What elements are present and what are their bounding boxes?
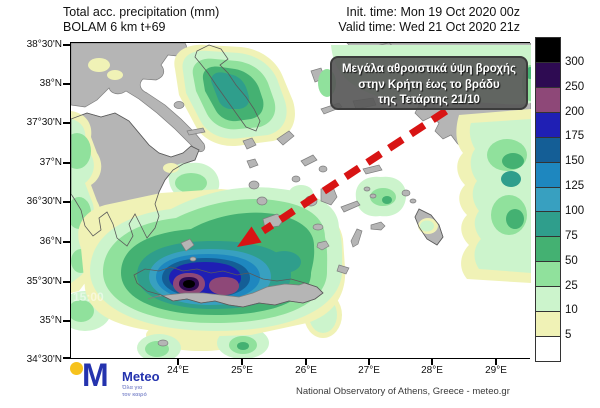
meteo-logo-m: M: [82, 357, 109, 393]
valid-time-label: Valid time: Wed 21 Oct 2020 21z: [338, 19, 520, 34]
meteo-tagline-line-2: τον καιρό: [122, 391, 147, 398]
annotation-line-3: της Τετάρτης 21/10: [378, 94, 480, 106]
header-right: Init. time: Mon 19 Oct 2020 00z Valid ti…: [300, 5, 520, 34]
colorbar-label: 300: [565, 56, 585, 68]
colorbar-cell: [536, 236, 560, 262]
lat-tick: [63, 357, 70, 359]
coastline-overlays: [71, 44, 324, 308]
lon-tick: [241, 359, 243, 365]
lat-tick: [63, 44, 70, 46]
header-left: Total acc. precipitation (mm) BOLAM 6 km…: [63, 5, 219, 34]
map-title: Total acc. precipitation (mm): [63, 5, 220, 19]
colorbar-cell: [536, 86, 560, 112]
lat-label: 36°N: [39, 236, 62, 247]
lon-label: 29°E: [485, 365, 507, 376]
lat-tick: [63, 122, 70, 124]
colorbar-cell: [536, 311, 560, 337]
colorbar-label: 100: [565, 205, 585, 217]
lon-label: 28°E: [421, 365, 443, 376]
colorbar-cell: [536, 136, 560, 162]
lat-label: 37°30'N: [26, 117, 62, 128]
colorbar-label: 75: [565, 230, 578, 242]
init-time-label: Init. time: Mon 19 Oct 2020 00z: [346, 5, 520, 19]
lon-label: 24°E: [167, 365, 189, 376]
lon-label: 27°E: [358, 365, 380, 376]
colorbar-cell: [536, 161, 560, 187]
colorbar-label: 150: [565, 155, 585, 167]
precipitation-colorbar: [535, 37, 561, 362]
lat-label: 38°N: [39, 78, 62, 89]
annotation-box: Μεγάλα αθροιστικά ύψη βροχής στην Κρήτη …: [330, 56, 528, 110]
lat-tick: [63, 162, 70, 164]
colorbar-cell: [536, 111, 560, 137]
colorbar-cell: [536, 211, 560, 237]
annotation-line-1: Μεγάλα αθροιστικά ύψη βροχής: [341, 63, 517, 75]
lat-tick: [63, 201, 70, 203]
lat-tick: [63, 241, 70, 243]
colorbar-cell: [536, 261, 560, 287]
meteo-logo-tagline: Όλα για τον καιρό: [122, 385, 147, 398]
lon-tick: [368, 359, 370, 365]
lat-label: 38°30'N: [26, 39, 62, 50]
lat-label: 35°N: [39, 315, 62, 326]
attribution-text: National Observatory of Athens, Greece -…: [296, 386, 510, 397]
colorbar-label: 25: [565, 280, 578, 292]
meteo-logo-name: Meteo: [122, 369, 160, 384]
map-area: 15:00 Μεγάλα αθροιστικά ύψη βροχής στην …: [70, 42, 531, 359]
colorbar-label: 250: [565, 81, 585, 93]
lat-tick: [63, 320, 70, 322]
lat-label: 34°30'N: [26, 354, 62, 365]
red-dashed-arrow: [237, 107, 449, 247]
annotation-line-2: στην Κρήτη έως το βράδυ: [358, 78, 500, 91]
colorbar-label: 5: [565, 329, 572, 341]
colorbar-label: 125: [565, 180, 585, 192]
lon-tick: [495, 359, 497, 365]
lon-tick: [177, 359, 179, 365]
colorbar-label: 50: [565, 255, 578, 267]
colorbar-label: 10: [565, 304, 578, 316]
timestamp-watermark: 15:00: [73, 290, 104, 304]
meteo-tagline-line-1: Όλα για: [122, 385, 143, 391]
logo-sun-icon: [70, 362, 83, 375]
colorbar-cell: [536, 61, 560, 87]
model-run-label: BOLAM 6 km t+69: [63, 19, 166, 34]
lat-tick: [63, 83, 70, 85]
colorbar-label: 175: [565, 130, 585, 142]
colorbar-cell: [536, 186, 560, 212]
colorbar-label: 200: [565, 106, 585, 118]
lat-tick: [63, 281, 70, 283]
colorbar-cell: [536, 38, 560, 62]
lon-label: 25°E: [231, 365, 253, 376]
colorbar-cell: [536, 286, 560, 312]
lon-tick: [305, 359, 307, 365]
lat-label: 37°N: [39, 157, 62, 168]
lat-label: 36°30'N: [26, 196, 62, 207]
lon-label: 26°E: [295, 365, 317, 376]
colorbar-cell: [536, 336, 560, 361]
lon-tick: [431, 359, 433, 365]
lat-label: 35°30'N: [26, 276, 62, 287]
